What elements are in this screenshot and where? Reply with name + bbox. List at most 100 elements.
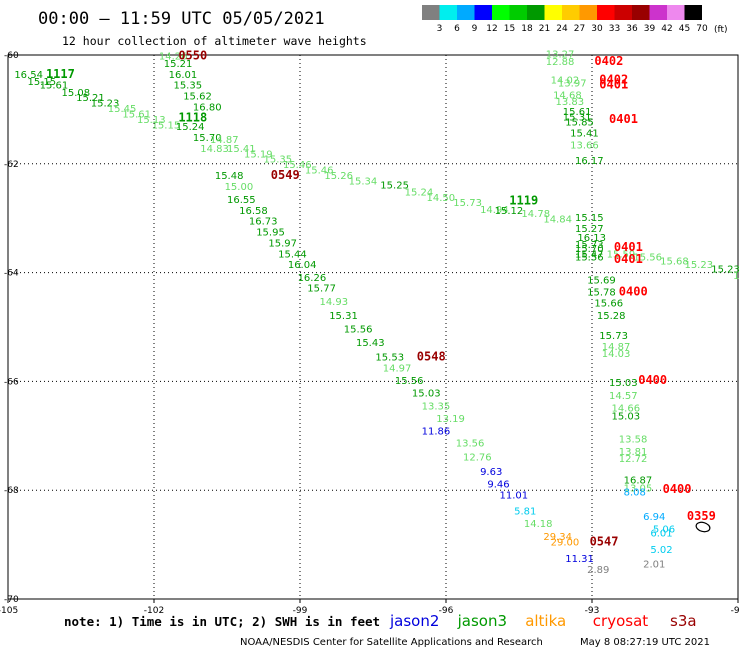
wave-height-value: 5.02: [650, 545, 672, 556]
wave-height-value: 16.13: [577, 233, 606, 244]
scale-swatch-3: [422, 5, 440, 20]
satellite-jason2: jason2: [389, 612, 439, 630]
pass-time-label: 0547: [590, 535, 619, 549]
scale-swatch-18: [509, 5, 527, 20]
island-outline: [695, 521, 711, 533]
pass-time-label: 1119: [509, 194, 538, 208]
wave-height-value: 15.28: [597, 311, 626, 322]
wave-height-value: 14.68: [553, 91, 582, 102]
wave-height-value: 16.01: [169, 70, 198, 81]
pass-time-label: 0400: [638, 373, 667, 387]
wave-height-value: 15.13: [137, 115, 166, 126]
wave-height-value: 15.23: [711, 265, 740, 276]
wave-height-value: 5.06: [653, 525, 675, 536]
wave-height-observations: 16.54 111715.1515.6115.0815.2115.2315.451…: [14, 48, 740, 576]
scale-label: 9: [472, 24, 478, 34]
wave-height-value: 15.15: [27, 77, 56, 88]
wave-height-value: 12.76: [463, 452, 492, 463]
wave-height-value: 14.78: [521, 209, 550, 220]
wave-height-value: 15.25: [380, 180, 409, 191]
wave-height-value: 16.55: [227, 195, 256, 206]
wave-height-value: 15.31: [563, 112, 592, 123]
plot-frame: [7, 54, 739, 600]
wave-height-value: 15.08: [62, 88, 91, 99]
wave-height-value: 15.00: [225, 182, 254, 193]
wave-height-value: 15.56: [575, 253, 604, 264]
wave-height-value: 15.43: [356, 338, 385, 349]
wave-height-value: 14.87: [602, 342, 631, 353]
wave-height-value: 15.24: [176, 122, 205, 133]
wave-height-value: 15.73: [453, 198, 482, 209]
wave-height-value: 15.48: [215, 171, 244, 182]
wave-height-value: 15.15: [575, 213, 604, 224]
scale-label: 15: [504, 24, 515, 34]
wave-height-value: 13.66: [570, 141, 599, 152]
y-tick-label: -68: [4, 486, 19, 496]
chart-subtitle: 12 hour collection of altimeter wave hei…: [62, 34, 367, 48]
legend-unit: (ft): [714, 25, 728, 35]
wave-height-value: 13.35: [422, 402, 451, 413]
scale-label: 18: [521, 24, 533, 34]
wave-height-value: 15.23: [91, 99, 120, 110]
wave-height-value: 15.46: [305, 166, 334, 177]
latitude-tick-labels: -60 -62 -64 -66 -68 -70: [4, 51, 19, 605]
wave-height-value: 15.35: [173, 81, 202, 92]
wave-height-value: 15.47: [575, 249, 604, 260]
wave-height-value: 14.57: [609, 391, 638, 402]
wave-height-value: 14.66: [611, 403, 640, 414]
scale-label: 70: [696, 24, 708, 34]
wave-height-value: 29.00: [551, 538, 580, 549]
wave-height-value: 11.31: [565, 554, 594, 565]
satellite-jason3: jason3: [457, 612, 507, 630]
wave-height-color-scale: 3 6 9 12 15 18 21 24 27 30 33 36 39 42 45 70: [422, 5, 708, 34]
wave-height-value: 15.95: [256, 228, 285, 239]
x-tick-label: -102: [144, 606, 164, 616]
wave-height-value: 6.01: [650, 528, 672, 539]
pass-time-label: 0400: [663, 482, 692, 496]
wave-height-value: 15.21: [76, 93, 105, 104]
wave-height-value: 15.35: [264, 155, 293, 166]
wave-height-value: 15.41: [570, 129, 599, 140]
wave-height-value: 15.66: [594, 298, 623, 309]
satellite-s3a: s3a: [670, 612, 697, 630]
wave-height-value: 13.97: [558, 79, 587, 90]
wave-height-value: 12.88: [546, 57, 575, 68]
footer-note: note: 1) Time is in UTC; 2) SWH is in fe…: [64, 614, 380, 629]
scale-label: 21: [539, 24, 550, 34]
x-tick-label: -105: [0, 606, 18, 616]
wave-height-value: 15.19: [244, 149, 273, 160]
pass-time-label: 0359: [687, 509, 716, 523]
wave-height-value: 15.15: [152, 120, 181, 131]
wave-height-value: 14.50: [427, 193, 456, 204]
wave-height-value: 15.21: [164, 59, 193, 70]
satellite-cryosat: cryosat: [593, 612, 648, 630]
wave-height-value: 14.87: [210, 135, 239, 146]
scale-swatch-70: [684, 5, 702, 20]
x-tick-label: -96: [439, 606, 454, 616]
wave-height-value: 13.19: [436, 414, 465, 425]
satellite-legend: jason2 jason3 altika cryosat s3a: [389, 612, 697, 630]
pass-time-label: 0549: [271, 168, 300, 182]
pass-time-label: 0400: [619, 284, 648, 298]
wave-height-value: 6.94: [643, 512, 665, 523]
x-tick-label: -93: [585, 606, 600, 616]
wave-height-value: 14.26: [159, 51, 188, 62]
longitude-tick-labels: -105 -102 -99 -96 -93 -90: [0, 599, 740, 616]
wave-height-value: 2.01: [643, 559, 665, 570]
wave-height-value: 15.78: [587, 287, 616, 298]
satellite-altika: altika: [525, 612, 566, 630]
wave-height-value: 16.80: [193, 102, 222, 113]
wave-height-value: 16.17: [575, 156, 604, 167]
wave-height-value: 15.56: [633, 253, 662, 264]
y-tick-label: -70: [4, 595, 19, 605]
scale-swatch-30: [579, 5, 597, 20]
scale-label: 24: [556, 24, 568, 34]
wave-height-value: 15.70: [193, 133, 222, 144]
pass-time-label: 1118: [178, 110, 207, 124]
wave-height-value: 15.69: [587, 275, 616, 286]
y-tick-label: -60: [4, 51, 19, 61]
scale-swatch-12: [474, 5, 492, 20]
scale-swatch-42: [649, 5, 667, 20]
wave-height-value: 15.85: [565, 118, 594, 129]
